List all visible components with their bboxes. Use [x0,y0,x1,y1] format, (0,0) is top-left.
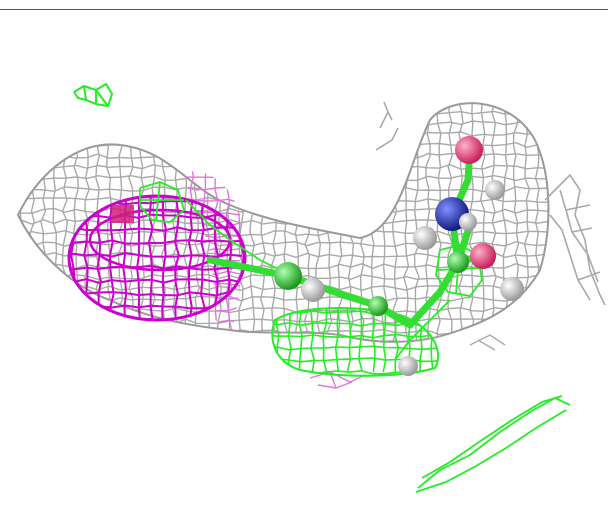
mesh-wire [534,103,542,342]
mesh-wire [391,103,398,342]
mesh-wire [226,103,234,342]
mesh-wire [187,196,194,320]
hydrogen-atom [301,278,325,302]
mesh-wire [337,103,343,342]
mesh-wire [394,308,400,372]
mesh-wire [8,90,13,343]
mesh-wire [51,103,58,342]
mesh-wire [282,103,288,342]
mesh-wire [292,103,300,342]
mesh-wire [185,174,241,179]
mesh-wire [347,103,355,342]
mesh-wire [18,174,549,182]
mesh-wire [424,103,431,342]
green-mesh-lower-outline [271,307,440,377]
oxygen-atom [470,243,496,269]
mesh-wire [558,90,563,343]
mesh-wire [403,103,410,342]
mesh-wire [84,103,91,342]
mesh-wire [161,196,167,320]
carbon-atom [368,296,388,316]
mesh-wire [180,163,240,167]
magenta-highlight-patch [112,205,134,223]
mesh-wire [272,357,439,363]
gray-mesh-fragment-top [375,101,399,151]
mesh-wire [322,308,328,373]
mesh-wire [72,103,79,342]
mesh-wire [180,332,240,335]
mesh-wire [512,103,520,342]
green-density-mesh-strip [415,395,571,493]
mesh-wire [303,103,311,342]
mesh-wire [270,103,277,342]
gray-mesh-outline [16,102,550,343]
mesh-wire [18,196,549,204]
mesh-wire [18,130,549,138]
top-divider-line [0,9,608,10]
mesh-wire [479,103,486,342]
hydrogen-atom [459,213,477,231]
hydrogen-atom [485,180,505,200]
mesh-wire [315,103,322,342]
mesh-wire [358,308,364,373]
mesh-wire [325,103,333,342]
carbon-atom [274,262,302,290]
mesh-wire [69,226,243,232]
mesh-wire [147,196,154,320]
mesh-wire [199,196,206,320]
mesh-wire [346,308,352,373]
mesh-wire [18,119,549,127]
mesh-wire [358,103,365,342]
gray-mesh-fragment-right [544,173,606,306]
mesh-wire [18,108,549,116]
mesh-wire [490,103,497,342]
mesh-wire [334,308,340,373]
mesh-wire [18,306,549,314]
mesh-wire [272,333,439,339]
mesh-wire [310,308,315,373]
hydrogen-atom [413,226,437,250]
mesh-wire [413,103,421,342]
mesh-wire [109,196,115,320]
oxygen-atom [455,136,483,164]
mesh-wire [193,103,201,342]
mesh-wire [39,103,47,342]
mesh-wire [18,207,549,215]
hydrogen-atom [398,356,418,376]
mesh-wire [18,186,549,193]
hydrogen-atom [500,277,524,301]
green-density-mesh-upper [139,181,291,276]
green-density-mesh-top-left [73,82,114,108]
magenta-mesh-outline [67,194,247,322]
mesh-wire [18,163,549,171]
mesh-wire [501,103,509,342]
mesh-wire [61,103,69,342]
gray-mesh-fragment-bottom [469,334,506,351]
mesh-wire [272,345,439,351]
mesh-wire [29,103,35,342]
carbon-atom [447,251,469,273]
mesh-wire [248,103,256,342]
